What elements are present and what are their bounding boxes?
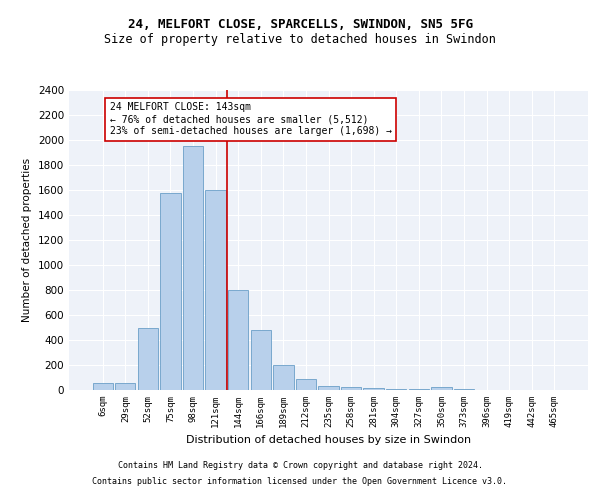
Text: Contains public sector information licensed under the Open Government Licence v3: Contains public sector information licen… xyxy=(92,476,508,486)
Bar xyxy=(160,192,181,390)
X-axis label: Distribution of detached houses by size in Swindon: Distribution of detached houses by size … xyxy=(186,436,471,446)
Text: 24 MELFORT CLOSE: 143sqm
← 76% of detached houses are smaller (5,512)
23% of sem: 24 MELFORT CLOSE: 143sqm ← 76% of detach… xyxy=(110,102,392,136)
Bar xyxy=(228,290,248,390)
Bar xyxy=(115,383,136,390)
Y-axis label: Number of detached properties: Number of detached properties xyxy=(22,158,32,322)
Bar xyxy=(431,387,452,390)
Bar xyxy=(341,387,361,390)
Bar xyxy=(364,388,384,390)
Text: Contains HM Land Registry data © Crown copyright and database right 2024.: Contains HM Land Registry data © Crown c… xyxy=(118,462,482,470)
Bar xyxy=(273,365,293,390)
Bar xyxy=(92,383,113,390)
Bar xyxy=(138,328,158,390)
Bar xyxy=(251,330,271,390)
Bar xyxy=(205,190,226,390)
Bar xyxy=(296,379,316,390)
Bar xyxy=(183,146,203,390)
Bar xyxy=(386,389,406,390)
Text: Size of property relative to detached houses in Swindon: Size of property relative to detached ho… xyxy=(104,32,496,46)
Bar xyxy=(319,386,338,390)
Text: 24, MELFORT CLOSE, SPARCELLS, SWINDON, SN5 5FG: 24, MELFORT CLOSE, SPARCELLS, SWINDON, S… xyxy=(128,18,473,30)
